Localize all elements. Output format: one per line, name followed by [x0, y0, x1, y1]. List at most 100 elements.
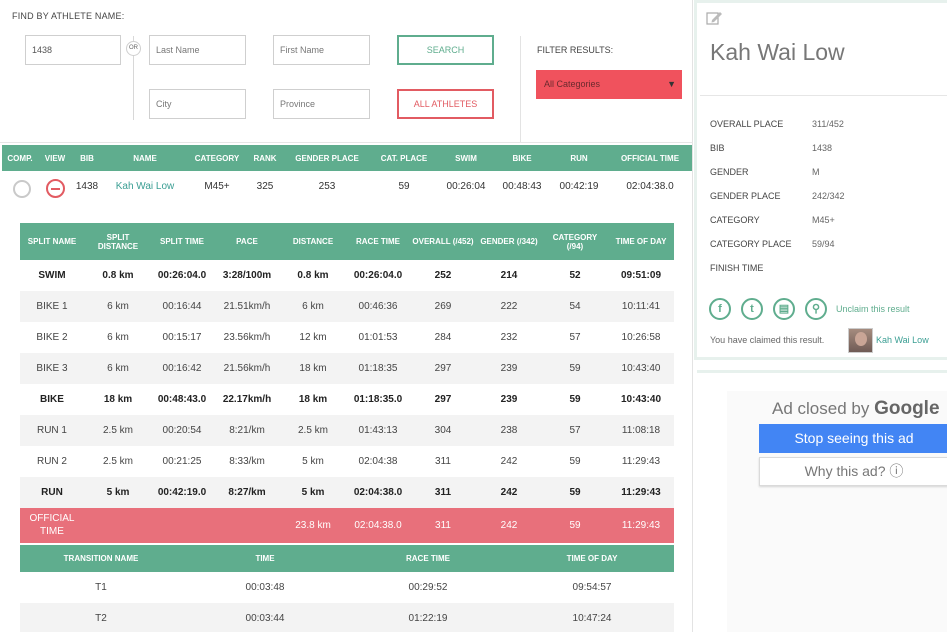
row-bib: 1438	[75, 181, 99, 192]
split-cell-category: 57	[569, 425, 581, 436]
col-split-time: SPLIT TIME	[160, 237, 204, 246]
col-transition-name: TRANSITION NAME	[63, 554, 139, 563]
split-cell-split-distance: 0.8 km	[102, 270, 134, 281]
split-cell-split-distance: 5 km	[106, 487, 130, 498]
ad-closed-text: Ad closed by Google	[772, 398, 940, 420]
transition-cell-transition-race-time: 00:29:52	[408, 582, 448, 593]
detail-value: M45+	[812, 215, 835, 225]
find-by-name-label: FIND BY ATHLETE NAME:	[12, 11, 125, 21]
split-cell-race-time: 01:01:53	[358, 332, 398, 343]
row-run: 00:42:19	[559, 181, 599, 192]
athlete-detail-panel: Kah Wai Low OVERALL PLACE 311/452 BIB 1438 G…	[694, 0, 947, 632]
split-table: SPLIT NAME SPLIT DISTANCE SPLIT TIME PAC…	[20, 223, 674, 632]
split-cell-time-of-day: 10:26:58	[621, 332, 661, 343]
transition-cell-transition-race-time: 01:22:19	[408, 613, 448, 624]
edit-icon[interactable]	[706, 11, 723, 25]
twitter-icon[interactable]: t	[741, 298, 763, 320]
split-cell-split-name: BIKE 3	[36, 363, 68, 374]
split-cell-split-time: 00:21:25	[162, 456, 202, 467]
all-athletes-button[interactable]: ALL ATHLETES	[397, 89, 494, 119]
row-swim: 00:26:04	[446, 181, 486, 192]
transition-cell-transition-name: T2	[95, 613, 107, 624]
ad-container: Ad closed by Google Stop seeing this ad …	[697, 370, 947, 632]
search-button[interactable]: SEARCH	[397, 35, 494, 65]
col-category-rank: CATEGORY (/94)	[552, 233, 598, 251]
claimed-athlete-link[interactable]: Kah Wai Low	[876, 335, 929, 345]
filter-results-label: FILTER RESULTS:	[537, 45, 614, 55]
split-cell-time-of-day: 09:51:09	[620, 270, 662, 281]
split-cell-race-time: 02:04:38	[358, 456, 398, 467]
col-bike: BIKE	[512, 154, 532, 163]
split-row: BIKE 3 6 km 00:16:42 21.56km/h 18 km 01:18:35…	[20, 353, 674, 384]
ad-closed-label: Ad closed by	[772, 399, 870, 418]
transition-row: T2 00:03:44 01:22:19 10:47:24	[20, 603, 674, 632]
document-icon[interactable]: ▤	[773, 298, 795, 320]
why-this-ad-button[interactable]: Why this ad? ⓘ	[759, 457, 947, 486]
col-view: VIEW	[44, 154, 66, 163]
last-name-input[interactable]	[149, 35, 246, 65]
col-gender: GENDER (/342)	[480, 237, 538, 246]
collapse-minus-icon[interactable]	[46, 179, 65, 198]
split-cell-split-distance: 18 km	[103, 394, 133, 405]
col-split-name: SPLIT NAME	[27, 237, 77, 246]
split-cell-distance: 18 km	[298, 394, 328, 405]
split-cell-category: 59	[569, 363, 581, 374]
stop-seeing-ad-button[interactable]: Stop seeing this ad	[759, 424, 947, 453]
table-row[interactable]: 1438 Kah Wai Low M45+ 325 253 59 00:26:0…	[2, 172, 692, 202]
split-cell-overall: 311	[435, 456, 451, 467]
row-category: M45+	[204, 181, 230, 192]
split-cell-time-of-day: 10:43:40	[620, 394, 662, 405]
split-row: RUN 1 2.5 km 00:20:54 8:21/km 2.5 km 01:43:13…	[20, 415, 674, 446]
athlete-name-link[interactable]: Kah Wai Low	[115, 181, 175, 192]
split-cell-distance: 0.8 km	[297, 270, 329, 281]
split-cell-split-time: 00:16:42	[162, 363, 202, 374]
split-cell-category: 54	[569, 301, 581, 312]
split-cell-split-time: 00:16:44	[162, 301, 202, 312]
col-split-distance: SPLIT DISTANCE	[97, 233, 139, 251]
official-overall: 311	[435, 520, 451, 531]
category-filter-select[interactable]: All Categories ▼	[536, 70, 682, 99]
first-name-input[interactable]	[273, 35, 370, 65]
col-category: CATEGORY	[194, 154, 240, 163]
compare-radio-icon[interactable]	[13, 180, 31, 198]
split-cell-overall: 304	[434, 425, 452, 436]
search-panel: FIND BY ATHLETE NAME: OR SEARCH ALL ATHL…	[0, 0, 693, 143]
transition-cell-transition-name: T1	[95, 582, 107, 593]
split-cell-distance: 18 km	[299, 363, 327, 374]
split-cell-category: 57	[569, 332, 581, 343]
split-cell-distance: 5 km	[301, 487, 325, 498]
official-distance: 23.8 km	[295, 520, 331, 531]
split-cell-pace: 3:28/100m	[222, 270, 272, 281]
split-cell-distance: 6 km	[302, 301, 324, 312]
split-row: BIKE 2 6 km 00:15:17 23.56km/h 12 km 01:01:53…	[20, 322, 674, 353]
split-cell-time-of-day: 11:08:18	[621, 425, 661, 436]
split-cell-time-of-day: 10:43:40	[621, 363, 661, 374]
detail-value: M	[812, 167, 820, 177]
row-rank: 325	[256, 181, 274, 192]
transition-cell-transition-time-of-day: 10:47:24	[572, 613, 612, 624]
province-input[interactable]	[273, 89, 370, 119]
split-cell-distance: 12 km	[299, 332, 327, 343]
search-icon[interactable]: ⚲	[805, 298, 827, 320]
col-transition-time-of-day: TIME OF DAY	[566, 554, 618, 563]
bib-input[interactable]	[25, 35, 121, 65]
facebook-icon[interactable]: f	[709, 298, 731, 320]
col-gender-place: GENDER PLACE	[295, 154, 359, 163]
official-time-of-day: 11:29:43	[621, 520, 661, 531]
unclaim-link[interactable]: Unclaim this result	[836, 304, 910, 314]
row-cat-place: 59	[398, 181, 410, 192]
city-input[interactable]	[149, 89, 246, 119]
split-row: RUN 2 2.5 km 00:21:25 8:33/km 5 km 02:04:38 31…	[20, 446, 674, 477]
or-divider-line	[133, 36, 134, 120]
split-cell-split-distance: 2.5 km	[102, 456, 134, 467]
avatar	[848, 328, 873, 353]
split-cell-gender: 238	[500, 425, 518, 436]
results-panel: FIND BY ATHLETE NAME: OR SEARCH ALL ATHL…	[0, 0, 693, 632]
split-cell-split-name: SWIM	[38, 270, 66, 281]
google-logo: Google	[874, 398, 940, 419]
transition-row: T1 00:03:48 00:29:52 09:54:57	[20, 572, 674, 603]
split-cell-pace: 22.17km/h	[222, 394, 272, 405]
split-cell-distance: 5 km	[302, 456, 324, 467]
col-transition-race-time: RACE TIME	[406, 554, 450, 563]
split-cell-race-time: 01:18:35.0	[353, 394, 403, 405]
